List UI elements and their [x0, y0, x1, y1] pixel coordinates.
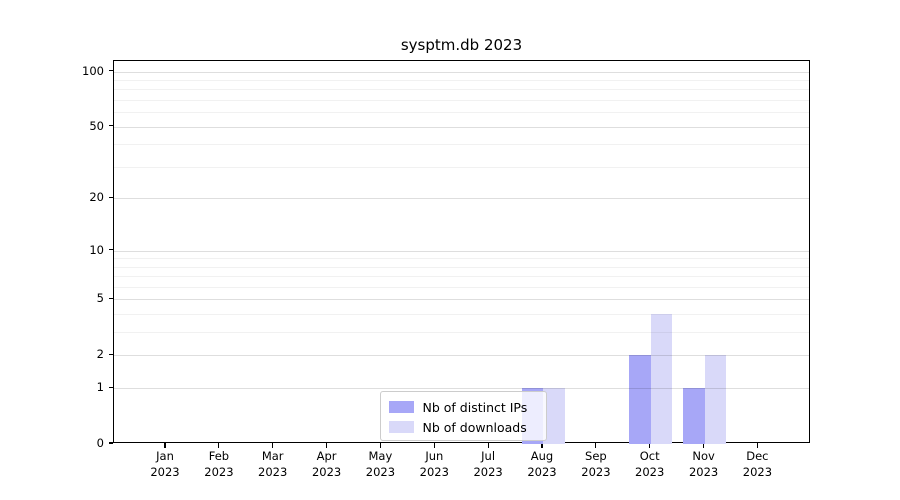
x-tick-label-jul: Jul 2023: [458, 449, 518, 480]
x-tick-label-aug: Aug 2023: [512, 449, 572, 480]
legend-swatch-downloads: [388, 421, 414, 433]
bar-nb-of-distinct-ips-nov: [683, 388, 705, 444]
x-tick-mark-nov: [703, 443, 705, 448]
gridline-major-1: [114, 388, 809, 390]
x-tick-mark-may: [379, 443, 381, 448]
x-tick-label-apr: Apr 2023: [297, 449, 357, 480]
bar-nb-of-downloads-nov: [704, 355, 727, 444]
gridline-minor-80: [114, 89, 809, 91]
gridline-minor-60: [114, 112, 809, 114]
x-tick-label-jan: Jan 2023: [135, 449, 195, 480]
x-tick-label-oct: Oct 2023: [620, 449, 680, 480]
x-tick-month-feb: Feb: [208, 449, 230, 463]
gridline-major-10: [114, 250, 809, 252]
x-tick-year-jul: 2023: [473, 464, 503, 479]
y-tick-mark-5: [108, 297, 113, 299]
bar-nb-of-distinct-ips-oct: [629, 355, 651, 444]
x-tick-month-jan: Jan: [156, 449, 174, 463]
gridline-minor-40: [114, 144, 809, 146]
y-tick-label-50: 50: [89, 118, 104, 133]
x-tick-year-jun: 2023: [419, 464, 449, 479]
x-tick-mark-aug: [541, 443, 543, 448]
y-tick-mark-20: [108, 196, 113, 198]
gridline-minor-90: [114, 80, 809, 81]
legend-item-distinct-ips: Nb of distinct IPs: [388, 397, 539, 417]
gridline-minor-4: [114, 314, 809, 316]
x-tick-month-may: May: [368, 449, 393, 463]
x-tick-mark-mar: [272, 443, 274, 448]
bar-nb-of-downloads-oct: [650, 314, 673, 444]
x-tick-mark-sep: [595, 443, 597, 448]
x-tick-year-may: 2023: [365, 464, 396, 479]
x-tick-month-sep: Sep: [585, 449, 607, 463]
x-tick-month-oct: Oct: [639, 449, 660, 463]
legend-label-downloads: Nb of downloads: [422, 419, 527, 435]
x-tick-mark-jul: [487, 443, 489, 448]
y-tick-label-100: 100: [82, 63, 104, 78]
y-tick-label-5: 5: [96, 291, 104, 306]
y-tick-label-2: 2: [96, 347, 104, 362]
x-tick-month-jun: Jun: [425, 449, 444, 463]
x-tick-label-sep: Sep 2023: [566, 449, 626, 480]
x-tick-year-oct: 2023: [635, 464, 665, 479]
legend-swatch-distinct-ips: [388, 401, 414, 413]
x-tick-year-aug: 2023: [527, 464, 557, 479]
y-tick-mark-10: [108, 248, 113, 251]
legend: Nb of distinct IPs Nb of downloads: [379, 391, 547, 441]
x-tick-mark-oct: [649, 443, 651, 448]
x-tick-month-jul: Jul: [481, 449, 496, 463]
gridline-major-5: [114, 299, 809, 301]
gridlines-layer: [114, 61, 809, 443]
x-tick-mark-apr: [326, 443, 328, 448]
gridline-major-100: [114, 71, 809, 73]
x-tick-year-jan: 2023: [150, 464, 180, 479]
y-tick-mark-1: [108, 386, 113, 388]
y-tick-label-20: 20: [89, 190, 104, 205]
y-tick-mark-50: [108, 125, 113, 127]
gridline-major-50: [114, 126, 809, 128]
bar-nb-of-downloads-aug: [543, 388, 565, 444]
x-tick-label-jun: Jun 2023: [404, 449, 464, 480]
legend-label-distinct-ips: Nb of distinct IPs: [422, 399, 528, 415]
plot-area: Nb of distinct IPs Nb of downloads: [113, 59, 810, 444]
x-tick-mark-jun: [433, 443, 435, 448]
legend-item-downloads: Nb of downloads: [388, 417, 539, 437]
gridline-minor-8: [114, 266, 809, 268]
gridline-minor-30: [114, 166, 809, 168]
chart-title: sysptm.db 2023: [400, 36, 523, 54]
x-tick-mark-jan: [164, 443, 166, 448]
gridline-minor-7: [114, 276, 809, 278]
y-tick-label-1: 1: [96, 380, 104, 395]
x-tick-year-nov: 2023: [688, 464, 719, 479]
x-tick-label-mar: Mar 2023: [243, 449, 303, 480]
x-tick-year-apr: 2023: [311, 464, 342, 479]
x-tick-year-sep: 2023: [581, 464, 611, 479]
y-tick-label-10: 10: [89, 242, 104, 257]
x-tick-year-feb: 2023: [204, 464, 234, 479]
y-tick-mark-0: [108, 442, 113, 444]
gridline-minor-3: [114, 332, 809, 334]
x-tick-month-mar: Mar: [261, 449, 284, 463]
x-tick-month-apr: Apr: [316, 449, 337, 463]
y-tick-mark-100: [108, 70, 113, 72]
x-tick-label-may: May 2023: [350, 449, 410, 480]
gridline-minor-6: [114, 287, 809, 288]
x-tick-label-feb: Feb 2023: [189, 449, 249, 480]
gridline-minor-70: [114, 100, 809, 101]
x-tick-month-dec: Dec: [746, 449, 769, 463]
gridline-major-20: [114, 198, 809, 200]
x-tick-label-dec: Dec 2023: [727, 449, 787, 480]
y-tick-label-0: 0: [96, 436, 104, 450]
gridline-major-2: [114, 355, 809, 357]
x-tick-month-nov: Nov: [692, 449, 715, 463]
x-tick-year-dec: 2023: [742, 464, 773, 479]
x-tick-mark-dec: [756, 443, 758, 448]
x-tick-mark-feb: [218, 443, 220, 448]
y-tick-mark-2: [108, 353, 113, 355]
gridline-minor-9: [114, 258, 809, 260]
x-tick-label-nov: Nov 2023: [674, 449, 734, 480]
x-tick-month-aug: Aug: [530, 449, 554, 463]
x-tick-year-mar: 2023: [258, 464, 288, 479]
